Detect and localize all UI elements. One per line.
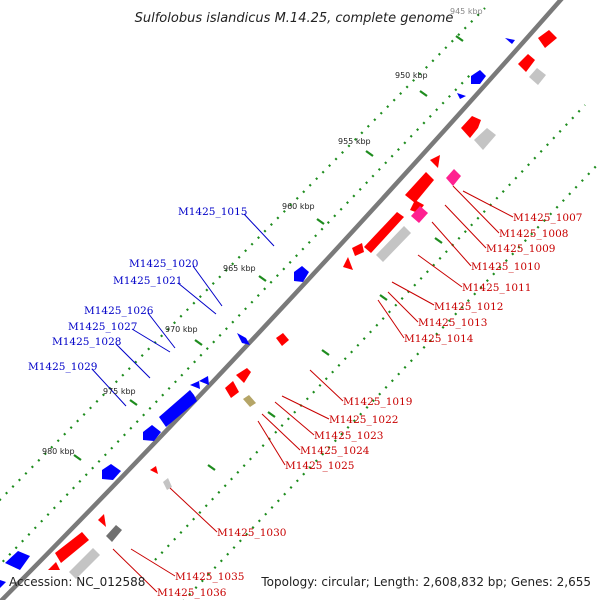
major-ticks — [73, 35, 464, 471]
gene-arrow — [5, 551, 30, 570]
gene-arrow — [376, 226, 411, 262]
gene-arrow — [190, 381, 200, 389]
kbp-marker: 960 kbp — [282, 202, 315, 211]
gene-arrow — [276, 333, 289, 346]
gene-label[interactable]: M1425_1010 — [471, 261, 540, 273]
gene-label[interactable]: M1425_1008 — [499, 228, 568, 240]
gene-arrow — [159, 390, 197, 427]
gene-arrow — [410, 200, 424, 213]
gene-arrow — [471, 70, 486, 84]
gene-label[interactable]: M1425_1026 — [84, 305, 154, 317]
left-leaders — [91, 213, 275, 407]
gene-label[interactable]: M1425_1013 — [418, 317, 487, 329]
tick-tracks — [0, 7, 600, 600]
gene-arrow — [143, 425, 161, 441]
gene-label[interactable]: M1425_1007 — [513, 212, 582, 224]
gene-arrow — [430, 155, 440, 168]
gene-label[interactable]: M1425_1027 — [68, 321, 137, 333]
gene-arrow — [225, 381, 239, 398]
gene-label[interactable]: M1425_1028 — [52, 336, 121, 348]
gene-arrow — [505, 38, 515, 44]
gene-arrow — [106, 525, 122, 542]
reverse-genes — [48, 30, 557, 570]
gene-arrow — [0, 580, 6, 588]
gene-arrow — [461, 116, 481, 138]
gene-arrow — [538, 30, 557, 48]
kbp-marker: 955 kbp — [338, 137, 371, 146]
gene-label[interactable]: M1425_1021 — [113, 275, 182, 287]
gene-label[interactable]: M1425_1025 — [285, 460, 354, 472]
gene-arrow — [474, 128, 496, 150]
gene-label[interactable]: M1425_1009 — [486, 243, 555, 255]
kbp-marker: 970 kbp — [165, 325, 198, 334]
gene-arrow — [199, 376, 209, 385]
gene-label[interactable]: M1425_1030 — [217, 527, 286, 539]
gene-arrow — [150, 466, 158, 474]
misc-feature — [243, 395, 256, 407]
gene-arrow — [364, 212, 404, 253]
gene-label[interactable]: M1425_1023 — [314, 430, 383, 442]
gene-arrow — [294, 266, 309, 282]
gene-label[interactable]: M1425_1011 — [462, 282, 531, 294]
gene-arrow — [55, 532, 89, 563]
rna-genes — [411, 169, 461, 223]
gene-label[interactable]: M1425_1029 — [28, 361, 97, 373]
kbp-marker: 975 kbp — [103, 387, 136, 396]
gene-arrow — [237, 333, 250, 345]
gene-label[interactable]: M1425_1019 — [343, 396, 412, 408]
gene-label[interactable]: M1425_1036 — [157, 587, 227, 599]
gene-arrow — [48, 562, 60, 570]
gene-arrow — [343, 257, 353, 270]
kbp-marker: 965 kbp — [223, 264, 256, 273]
kbp-marker: 945 kbp — [450, 7, 483, 16]
gene-arrow — [163, 478, 172, 490]
gene-label[interactable]: M1425_1014 — [404, 333, 474, 345]
pseudo-genes — [69, 68, 546, 579]
map-title: Sulfolobus islandicus M.14.25, complete … — [135, 11, 454, 26]
gene-label[interactable]: M1425_1015 — [178, 206, 247, 218]
gene-label[interactable]: M1425_1020 — [129, 258, 198, 270]
gene-arrow — [411, 206, 428, 223]
gene-label[interactable]: M1425_1035 — [175, 571, 244, 583]
kbp-marker: 950 kbp — [395, 71, 428, 80]
forward-genes — [0, 38, 515, 588]
gene-label[interactable]: M1425_1024 — [300, 445, 370, 457]
gene-arrow — [405, 172, 434, 203]
gene-arrow — [446, 169, 461, 186]
gene-arrow — [69, 548, 100, 579]
gene-arrow — [457, 93, 466, 99]
gene-arrow — [102, 464, 121, 480]
gene-arrow — [98, 514, 106, 527]
gene-arrow — [352, 243, 364, 256]
kbp-marker: 980 kbp — [42, 447, 75, 456]
gene-label[interactable]: M1425_1022 — [329, 414, 398, 426]
right-leaders — [112, 185, 514, 593]
gene-arrow — [236, 368, 251, 383]
genome-backbone — [0, 0, 564, 600]
genome-summary: Topology: circular; Length: 2,608,832 bp… — [260, 575, 591, 589]
accession-text: Accession: NC_012588 — [9, 575, 145, 589]
gene-arrow — [529, 68, 546, 85]
gene-arrow — [518, 54, 535, 72]
gene-label[interactable]: M1425_1012 — [434, 301, 503, 313]
